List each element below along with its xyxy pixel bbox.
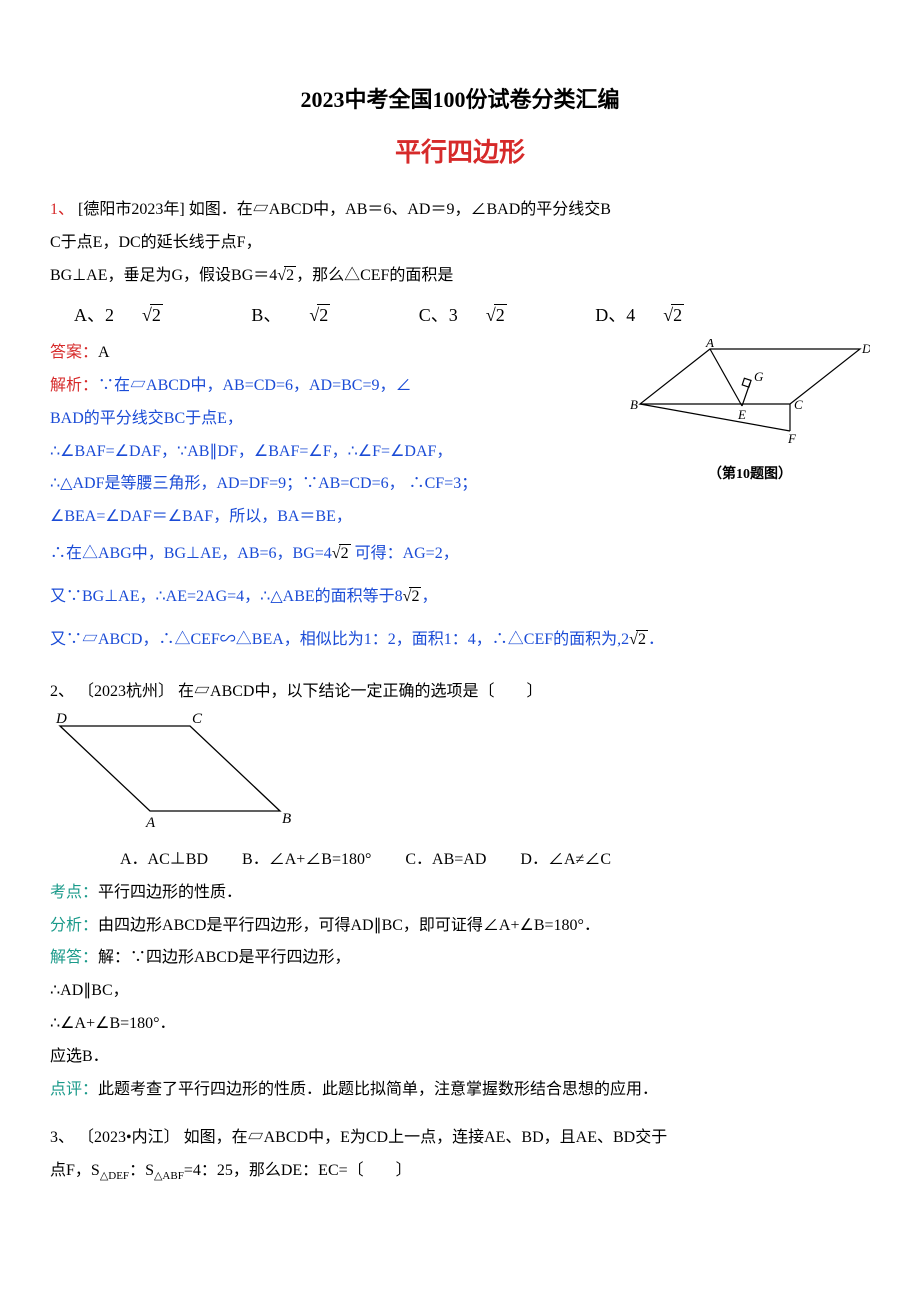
svg-text:D: D (55, 711, 67, 727)
svg-text:F: F (787, 431, 797, 446)
q1-opt-c: C、3√2 (419, 305, 563, 325)
sqrt-icon: √2 (629, 631, 648, 648)
q2-opt-b: B．∠A+∠B=180° (242, 851, 371, 868)
sqrt-icon: √2 (403, 588, 422, 605)
q2-options: A．AC⊥BD B．∠A+∠B=180° C．AB=AD D．∠A≠∠C (120, 846, 870, 875)
q1-opt-d: D、4√2 (595, 305, 740, 325)
q1-stem-c-pre: BG⊥AE，垂足为G，假设BG＝4 (50, 267, 277, 284)
q2-jieda-line2: ∴AD∥BC， (50, 977, 870, 1006)
q2-jieda-line1: 解答：解：∵四边形ABCD是平行四边形， (50, 944, 870, 973)
svg-text:E: E (737, 407, 746, 422)
kaodian-label: 考点： (50, 884, 98, 901)
svg-text:A: A (705, 339, 714, 350)
q1-stem-c-post: ，那么△CEF的面积是 (296, 267, 453, 284)
q2-opt-d: D．∠A≠∠C (520, 851, 611, 868)
q2-stem-text: 在▱ABCD中，以下结论一定正确的选项是〔 〕 (178, 683, 542, 700)
main-title: 2023中考全国100份试卷分类汇编 (50, 80, 870, 120)
svg-text:C: C (794, 397, 803, 412)
sqrt-icon: √2 (486, 305, 535, 325)
q1-parse-line7: 又∵BG⊥AE，∴AE=2AG=4，∴△ABE的面积等于8√2， (50, 583, 870, 612)
answer-label: 答案： (50, 344, 98, 361)
q1-options: A、2√2 B、√2 C、3√2 D、4√2 (74, 299, 870, 331)
q1-stem-line3: BG⊥AE，垂足为G，假设BG＝4√2，那么△CEF的面积是 (50, 262, 870, 291)
parse-label: 解析： (50, 377, 98, 394)
q2-fenxi: 分析：由四边形ABCD是平行四边形，可得AD∥BC，即可证得∠A+∠B=180°… (50, 912, 870, 941)
fenxi-label: 分析： (50, 917, 98, 934)
parallelogram-icon: D C A B (50, 711, 310, 831)
q3-stem-line2: 点F，S△DEF：S△ABF=4：25，那么DE：EC=〔 〕 (50, 1157, 870, 1187)
q2-opt-a: A．AC⊥BD (120, 851, 208, 868)
q1-opt-b: B、√2 (251, 305, 386, 325)
svg-text:B: B (282, 811, 291, 827)
q2-jieda-line4: 应选B． (50, 1043, 870, 1072)
svg-text:A: A (145, 815, 156, 831)
q1-stem-line1: 1、 [德阳市2023年] 如图．在▱ABCD中，AB＝6、AD＝9，∠BAD的… (50, 196, 870, 225)
sqrt-icon: √2 (663, 305, 712, 325)
sqrt-icon: √2 (277, 267, 296, 284)
sqrt-icon: √2 (142, 305, 191, 325)
q3-tag: 〔2023•内江〕 (78, 1129, 180, 1146)
q3-number: 3、 (50, 1129, 74, 1146)
q2-dianping: 点评：此题考查了平行四边形的性质．此题比拟简单，注意掌握数形结合思想的应用． (50, 1076, 870, 1105)
parallelogram-diagram-icon: A D B C E F G (630, 339, 870, 449)
q3-stem-a: 如图，在▱ABCD中，E为CD上一点，连接AE、BD，且AE、BD交于 (184, 1129, 668, 1146)
q2-opt-c: C．AB=AD (405, 851, 486, 868)
svg-text:D: D (861, 341, 870, 356)
sub-title: 平行四边形 (50, 130, 870, 177)
q2-number: 2、 (50, 683, 74, 700)
q1-parse-line5: ∠BEA=∠DAF＝∠BAF，所以，BA＝BE， (50, 503, 870, 532)
svg-text:C: C (192, 711, 203, 727)
jieda-label: 解答： (50, 949, 98, 966)
svg-text:B: B (630, 397, 638, 412)
q1-opt-a: A、2√2 (74, 305, 219, 325)
q1-number: 1、 (50, 201, 74, 218)
sqrt-icon: √2 (309, 305, 358, 325)
sqrt-icon: √2 (332, 545, 351, 562)
svg-text:G: G (754, 369, 764, 384)
q1-tag: [德阳市2023年] (78, 201, 185, 218)
q1-stem-line2: C于点E，DC的延长线于点F， (50, 229, 870, 258)
q3-stem-line1: 3、 〔2023•内江〕 如图，在▱ABCD中，E为CD上一点，连接AE、BD，… (50, 1124, 870, 1153)
q1-parse-line6: ∴在△ABG中，BG⊥AE，AB=6，BG=4√2 可得：AG=2， (50, 540, 870, 569)
q2-figure: D C A B (50, 711, 870, 842)
q2-jieda-line3: ∴∠A+∠B=180°． (50, 1010, 870, 1039)
q1-figure: A D B C E F G （第10题图） (630, 339, 870, 487)
q2-stem: 2、 〔2023杭州〕 在▱ABCD中，以下结论一定正确的选项是〔 〕 (50, 678, 870, 707)
q1-figure-caption: （第10题图） (630, 462, 870, 487)
dianping-label: 点评： (50, 1081, 98, 1098)
q2-tag: 〔2023杭州〕 (78, 683, 174, 700)
q1-parse-line8: 又∵▱ABCD，∴△CEF∽△BEA，相似比为1：2，面积1：4，∴△CEF的面… (50, 626, 870, 655)
q1-stem-a: 如图．在▱ABCD中，AB＝6、AD＝9，∠BAD的平分线交B (189, 201, 611, 218)
q2-kaodian: 考点：平行四边形的性质． (50, 879, 870, 908)
